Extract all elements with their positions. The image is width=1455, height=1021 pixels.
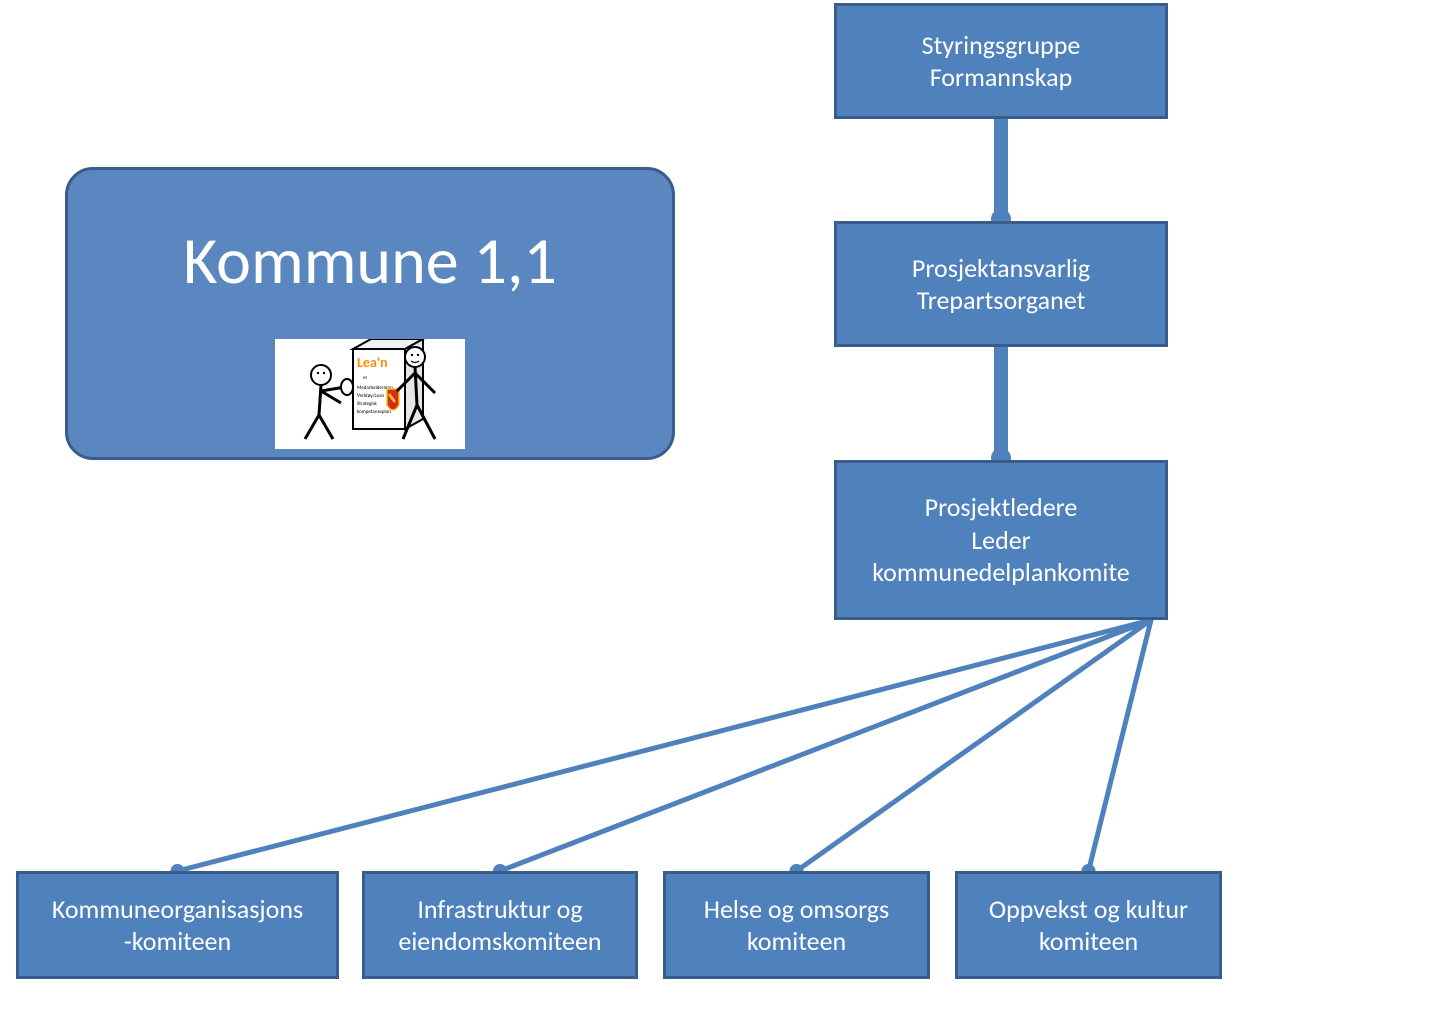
title-box: Kommune 1,1 Lea'n er Medarbeiderskap Ver… — [65, 167, 675, 460]
svg-text:kompetanseplan: kompetanseplan — [357, 409, 391, 415]
svg-text:Strategisk: Strategisk — [357, 401, 378, 407]
edges-layer — [0, 0, 1455, 1021]
org-node-label: StyringsgruppeFormannskap — [922, 29, 1081, 94]
org-node-n0: StyringsgruppeFormannskap — [834, 3, 1168, 119]
org-node-n5: Helse og omsorgskomiteen — [663, 871, 930, 979]
org-node-n3: Kommuneorganisasjons-komiteen — [16, 871, 339, 979]
org-node-label: Helse og omsorgskomiteen — [704, 893, 889, 958]
org-node-n2: ProsjektledereLederkommunedelplankomite — [834, 460, 1168, 620]
org-node-label: Infrastruktur ogeiendomskomiteen — [398, 893, 601, 958]
org-node-label: Oppvekst og kulturkomiteen — [989, 893, 1188, 958]
title-illustration: Lea'n er Medarbeiderskap Verktøy/Lean St… — [275, 339, 465, 449]
org-node-n6: Oppvekst og kulturkomiteen — [955, 871, 1222, 979]
title-text: Kommune 1,1 — [183, 220, 557, 301]
org-node-label: ProsjektansvarligTrepartsorganet — [912, 252, 1090, 317]
org-node-label: Kommuneorganisasjons-komiteen — [52, 893, 303, 958]
illustration-label: Lea'n — [357, 354, 388, 371]
org-node-label: ProsjektledereLederkommunedelplankomite — [872, 491, 1130, 589]
svg-text:er: er — [363, 375, 367, 381]
svg-text:Verktøy/Lean: Verktøy/Lean — [357, 393, 384, 399]
org-node-n1: ProsjektansvarligTrepartsorganet — [834, 221, 1168, 347]
org-node-n4: Infrastruktur ogeiendomskomiteen — [362, 871, 638, 979]
